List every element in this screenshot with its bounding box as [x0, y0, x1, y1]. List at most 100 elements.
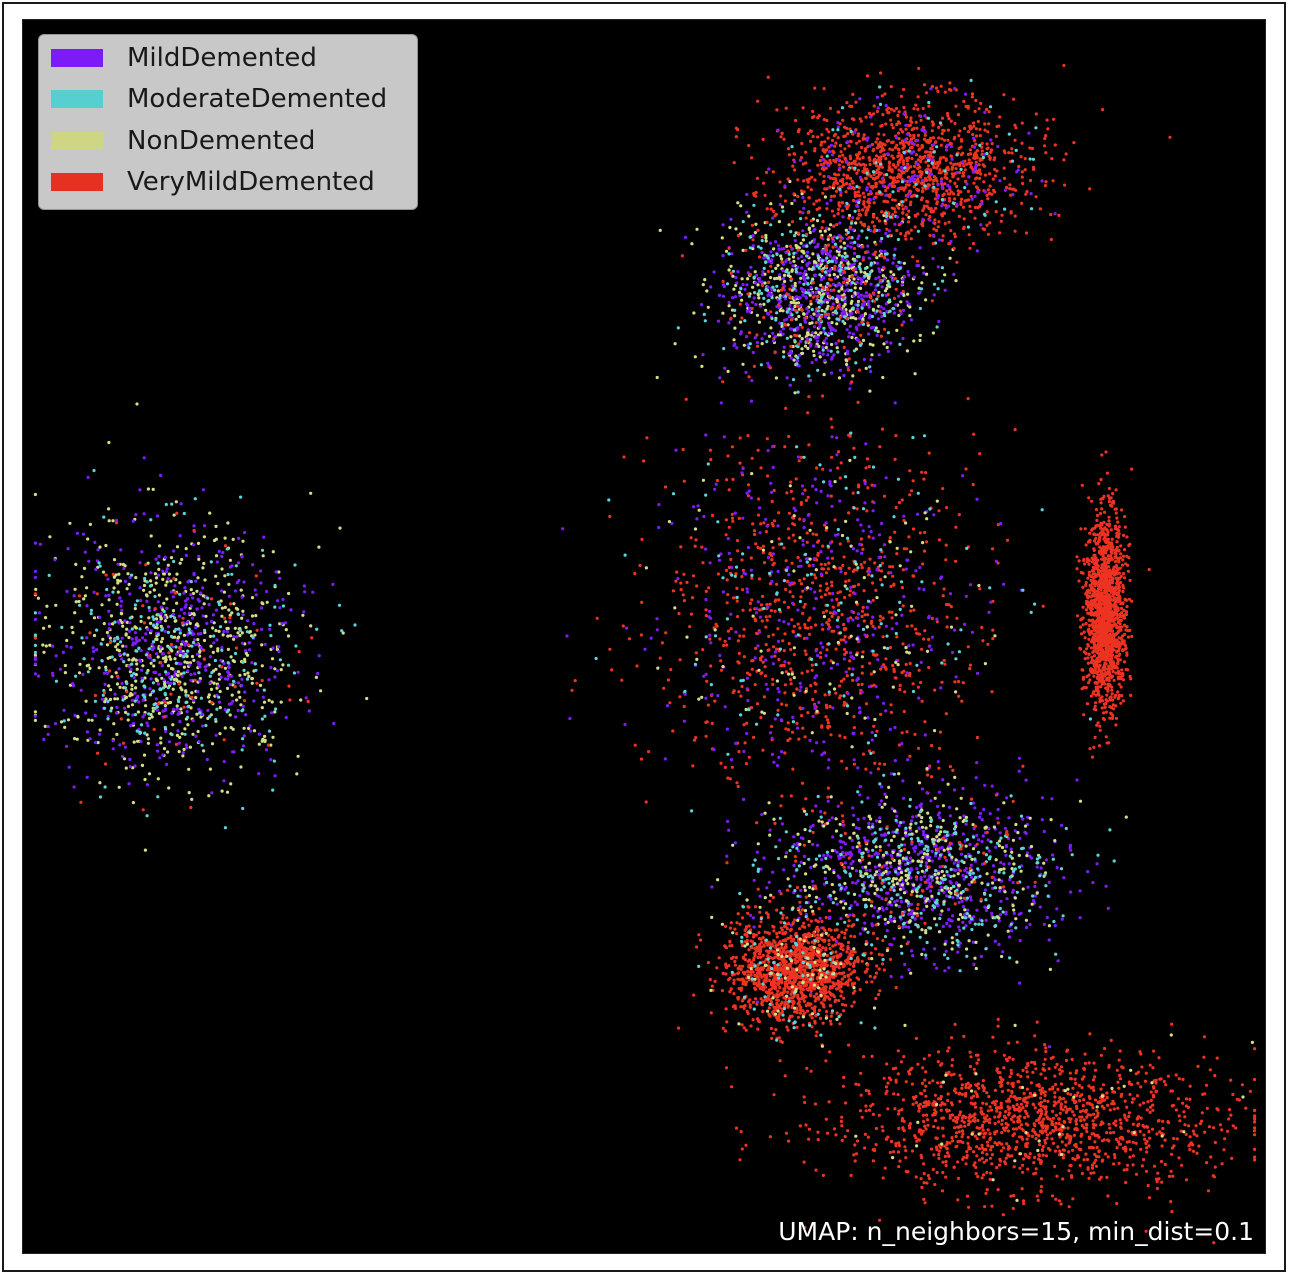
point-MildDemented [884, 231, 888, 235]
point-VeryMildDemented [923, 720, 927, 724]
point-VeryMildDemented [202, 657, 207, 661]
point-MildDemented [893, 222, 897, 226]
point-VeryMildDemented [947, 196, 952, 200]
point-ModerateDemented [841, 319, 845, 323]
point-NonDemented [789, 300, 793, 304]
cluster-left-dome [33, 402, 369, 852]
point-VeryMildDemented [968, 663, 973, 667]
point-ModerateDemented [792, 287, 796, 291]
point-VeryMildDemented [873, 253, 877, 257]
point-NonDemented [105, 643, 110, 647]
point-VeryMildDemented [644, 800, 648, 804]
point-VeryMildDemented [867, 156, 871, 160]
point-VeryMildDemented [861, 191, 866, 195]
point-MildDemented [259, 581, 263, 585]
point-VeryMildDemented [845, 278, 849, 283]
point-VeryMildDemented [666, 678, 671, 682]
point-ModerateDemented [845, 201, 849, 205]
point-MildDemented [846, 352, 850, 356]
point-ModerateDemented [766, 299, 770, 303]
point-MildDemented [753, 336, 757, 340]
point-VeryMildDemented [795, 721, 799, 726]
point-MildDemented [751, 234, 755, 238]
point-MildDemented [712, 270, 716, 274]
point-NonDemented [861, 338, 866, 342]
point-VeryMildDemented [825, 118, 829, 123]
point-VeryMildDemented [716, 572, 721, 576]
point-NonDemented [175, 545, 180, 549]
point-NonDemented [159, 741, 163, 745]
point-VeryMildDemented [897, 168, 901, 172]
point-ModerateDemented [834, 309, 838, 313]
point-MildDemented [855, 281, 859, 285]
point-MildDemented [185, 710, 189, 714]
point-NonDemented [83, 594, 87, 598]
point-VeryMildDemented [837, 339, 841, 343]
point-VeryMildDemented [742, 634, 746, 638]
point-NonDemented [217, 629, 221, 634]
point-NonDemented [143, 676, 147, 680]
point-MildDemented [115, 711, 119, 715]
point-NonDemented [732, 287, 736, 291]
point-VeryMildDemented [888, 565, 892, 569]
point-VeryMildDemented [689, 536, 693, 540]
point-VeryMildDemented [700, 545, 704, 549]
point-VeryMildDemented [715, 478, 720, 483]
point-ModerateDemented [829, 349, 833, 353]
point-VeryMildDemented [297, 650, 301, 654]
point-ModerateDemented [935, 145, 939, 149]
point-NonDemented [218, 689, 222, 694]
point-VeryMildDemented [853, 159, 857, 163]
point-VeryMildDemented [793, 118, 798, 123]
point-ModerateDemented [130, 627, 134, 631]
point-VeryMildDemented [781, 639, 785, 643]
point-ModerateDemented [143, 695, 147, 699]
point-VeryMildDemented [882, 762, 887, 766]
point-MildDemented [276, 599, 280, 603]
point-NonDemented [195, 622, 199, 626]
point-VeryMildDemented [917, 66, 921, 70]
point-VeryMildDemented [951, 175, 955, 179]
point-VeryMildDemented [942, 658, 946, 663]
point-VeryMildDemented [881, 113, 885, 117]
point-MildDemented [785, 376, 789, 380]
point-NonDemented [796, 301, 801, 305]
point-VeryMildDemented [872, 213, 876, 217]
point-VeryMildDemented [677, 612, 681, 616]
point-MildDemented [240, 677, 244, 681]
point-VeryMildDemented [938, 168, 942, 172]
point-VeryMildDemented [701, 648, 705, 652]
point-MildDemented [817, 325, 822, 329]
point-MildDemented [184, 743, 188, 747]
point-VeryMildDemented [175, 511, 179, 515]
point-VeryMildDemented [834, 160, 838, 164]
point-NonDemented [208, 634, 212, 639]
point-NonDemented [151, 487, 155, 491]
point-VeryMildDemented [802, 636, 807, 641]
point-NonDemented [270, 657, 275, 661]
point-MildDemented [171, 612, 176, 616]
point-NonDemented [809, 302, 813, 306]
point-VeryMildDemented [640, 600, 644, 605]
point-NonDemented [912, 339, 916, 343]
point-MildDemented [225, 630, 229, 634]
point-VeryMildDemented [762, 521, 766, 525]
point-ModerateDemented [170, 733, 174, 737]
point-MildDemented [235, 581, 239, 585]
point-MildDemented [827, 175, 831, 179]
point-VeryMildDemented [763, 674, 768, 678]
point-VeryMildDemented [802, 577, 806, 581]
point-VeryMildDemented [872, 159, 876, 163]
point-VeryMildDemented [821, 285, 825, 290]
point-NonDemented [731, 274, 735, 278]
point-NonDemented [826, 304, 830, 308]
point-NonDemented [786, 323, 790, 327]
point-VeryMildDemented [881, 616, 885, 620]
point-VeryMildDemented [806, 711, 810, 715]
point-ModerateDemented [152, 658, 156, 663]
point-VeryMildDemented [1063, 183, 1067, 187]
point-VeryMildDemented [737, 750, 741, 754]
point-ModerateDemented [915, 194, 919, 198]
point-VeryMildDemented [880, 165, 885, 169]
point-VeryMildDemented [741, 608, 745, 612]
